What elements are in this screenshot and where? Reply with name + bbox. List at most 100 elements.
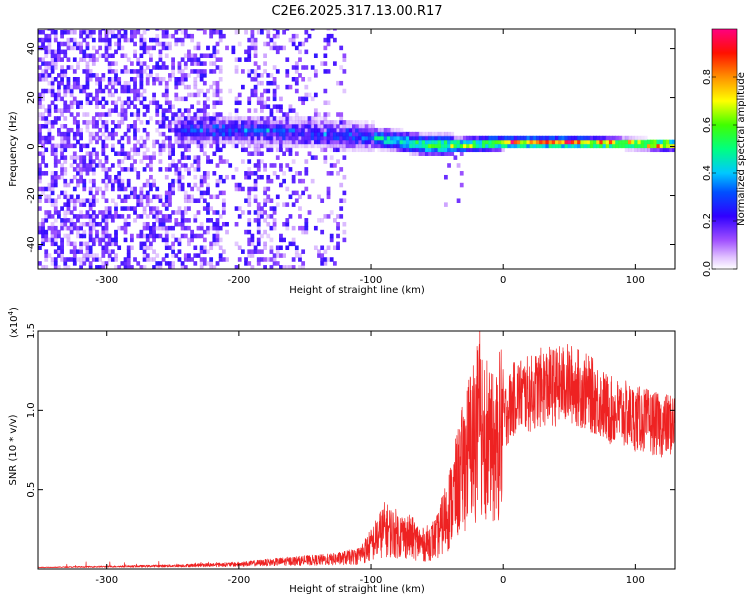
spectrogram-cell <box>494 147 499 153</box>
spectrogram-cell <box>339 135 344 141</box>
spectrogram-cell <box>88 155 93 160</box>
spectrogram-cell <box>367 135 372 141</box>
spectrogram-cell <box>168 104 172 109</box>
spectrogram-cell <box>358 120 363 125</box>
spectrogram-cell <box>240 143 245 149</box>
spectrogram-cell <box>85 29 90 35</box>
spectrogram-cell <box>91 171 96 176</box>
spectrogram-cell <box>66 77 71 82</box>
spectrogram-cell <box>82 69 87 74</box>
spectrogram-cell <box>126 139 131 145</box>
spectrogram-cell <box>298 171 302 176</box>
spectrogram-cell <box>488 143 493 149</box>
spectrogram-cell <box>282 127 286 133</box>
spectrogram-cell <box>253 124 258 129</box>
spectrogram-cell <box>183 155 188 160</box>
spectrogram-cell <box>177 139 182 145</box>
spectrogram-cell <box>133 257 137 262</box>
spectrogram-cell <box>263 53 267 59</box>
spectrogram-cell <box>57 57 61 62</box>
spectrogram-cell <box>63 49 68 55</box>
spectrogram-cell <box>218 116 223 121</box>
spectrogram-cell <box>567 135 572 141</box>
spectrogram-cell <box>196 210 201 215</box>
spectrogram-cell <box>101 167 106 172</box>
spectrogram-cell <box>104 127 109 133</box>
spectrogram-cell <box>666 143 670 149</box>
spectrogram-cell <box>38 37 42 43</box>
spectrogram-cell <box>209 143 214 149</box>
spectrogram-cell <box>180 218 185 223</box>
spectrogram-cell <box>650 139 654 145</box>
spectrogram-cell <box>209 69 214 74</box>
spectrogram-cell <box>85 198 90 203</box>
spectrogram-cell <box>643 139 648 145</box>
spectrogram-cell <box>206 104 210 109</box>
spectrogram-cell <box>91 147 96 153</box>
spectrogram-cell <box>212 120 217 125</box>
spectrogram-cell <box>72 198 77 203</box>
spectrogram-cell <box>63 135 68 141</box>
spectrogram-cell <box>129 186 134 192</box>
spectrogram-cell <box>69 225 74 231</box>
spectrogram-cell <box>183 194 188 200</box>
spectrogram-cell <box>187 139 191 145</box>
spectrogram-cell <box>304 186 309 192</box>
spectrogram-cell <box>47 131 52 137</box>
spectrogram-cell <box>520 143 524 149</box>
spectrogram-cell <box>136 92 141 98</box>
spectrogram-cell <box>183 29 188 31</box>
spectrogram-cell <box>91 96 96 102</box>
spectrogram-cell <box>38 131 42 137</box>
spectrogram-cell <box>218 96 223 102</box>
spectrogram-cell <box>240 127 245 133</box>
spectrogram-cell <box>120 84 125 90</box>
spectrogram-cell <box>158 159 163 164</box>
spectrogram-cell <box>501 147 505 153</box>
spectrogram-cell <box>129 190 134 196</box>
spectrogram-cell <box>57 174 61 180</box>
spectrogram-cell <box>76 225 80 231</box>
spectrogram-cell <box>228 131 233 137</box>
spectrogram-cell <box>247 198 252 203</box>
spectrogram-cell <box>183 61 188 66</box>
spectrogram-cell <box>206 96 210 102</box>
spectrogram-cell <box>291 257 296 262</box>
spectrogram-cell <box>313 69 318 74</box>
spectrogram-cell <box>240 69 245 74</box>
spectrogram-cell <box>50 174 55 180</box>
spectrogram-cell <box>82 257 87 262</box>
spectrogram-cell <box>95 186 99 192</box>
spectrogram-cell <box>136 29 141 31</box>
spectrogram-cell <box>209 261 214 266</box>
spectrogram-cell <box>47 127 52 133</box>
spectrogram-cell <box>66 65 71 70</box>
spectrogram-cell <box>279 124 283 129</box>
spectrogram-cell <box>95 135 99 141</box>
spectrogram-cell <box>161 116 166 121</box>
spectrogram-cell <box>583 143 588 149</box>
spectrogram-cell <box>285 57 290 62</box>
spectrogram-cell <box>126 194 131 200</box>
spectrogram-cell <box>279 237 283 243</box>
spectrogram-cell <box>98 265 103 269</box>
spectrogram-cell <box>123 151 128 156</box>
spectrogram-cell <box>212 69 217 74</box>
spectrogram-cell <box>110 100 115 106</box>
spectrogram-cell <box>66 135 71 141</box>
spectrogram-y-tick-label: -20 <box>26 187 37 203</box>
spectrogram-cell <box>285 163 290 168</box>
spectrogram-cell <box>202 206 207 211</box>
spectrogram-cell <box>44 237 49 243</box>
spectrogram-cell <box>285 131 290 137</box>
spectrogram-cell <box>266 214 271 219</box>
spectrogram-cell <box>95 96 99 102</box>
spectrogram-cell <box>298 206 302 211</box>
spectrogram-cell <box>313 225 318 231</box>
spectrogram-cell <box>47 186 52 192</box>
spectrogram-cell <box>637 143 642 149</box>
spectrogram-cell <box>345 131 350 137</box>
spectrogram-cell <box>485 139 489 145</box>
spectrogram-cell <box>177 241 182 247</box>
spectrogram-cell <box>285 120 290 125</box>
